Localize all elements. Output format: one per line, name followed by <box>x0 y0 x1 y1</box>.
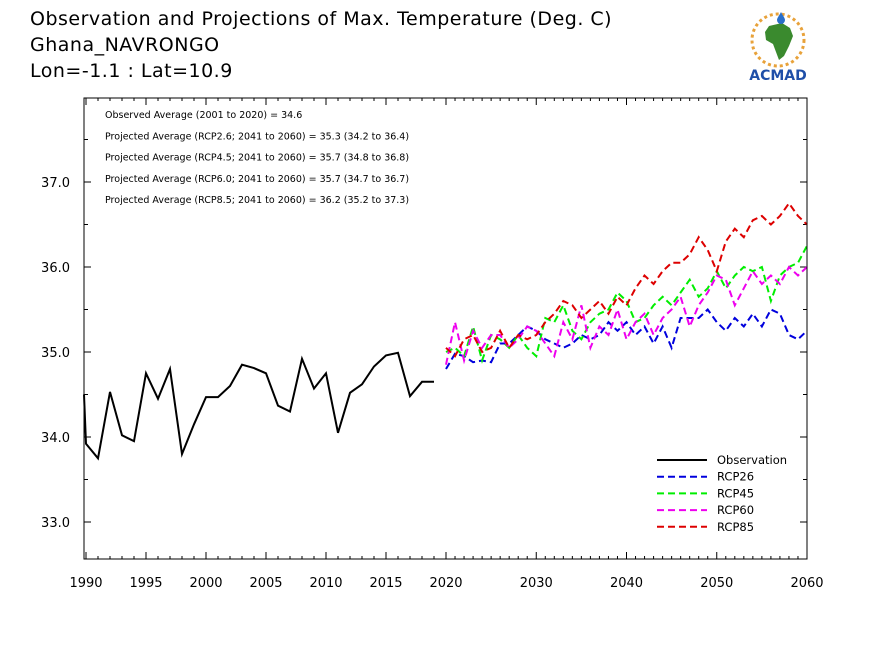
annotation-line: Projected Average (RCP6.0; 2041 to 2060)… <box>105 174 409 185</box>
x-tick-label: 1995 <box>129 576 162 591</box>
legend-label-rcp26: RCP26 <box>717 470 754 484</box>
svg-text:ACMAD: ACMAD <box>749 68 807 83</box>
series-rcp85-line <box>445 201 808 358</box>
acmad-logo: ACMAD <box>749 12 807 83</box>
y-tick-label: 34.0 <box>41 431 70 446</box>
chart-title: Observation and Projections of Max. Temp… <box>30 8 613 30</box>
annotation-box: Observed Average (2001 to 2020) = 34.6 Pr… <box>105 110 409 206</box>
x-tick-label: 2060 <box>790 576 823 591</box>
x-tick-label: 2005 <box>249 576 282 591</box>
x-tick-label: 2050 <box>700 576 733 591</box>
legend: Observation RCP26 RCP45 RCP60 RCP85 <box>657 453 787 534</box>
legend-label-rcp45: RCP45 <box>717 486 754 500</box>
legend-label-observation: Observation <box>717 453 787 467</box>
legend-label-rcp85: RCP85 <box>717 520 754 534</box>
series-rcp60-line <box>445 265 808 365</box>
station-coordinates: Lon=-1.1 : Lat=10.9 <box>30 60 233 82</box>
y-tick-label: 35.0 <box>41 346 70 361</box>
y-tick-label: 33.0 <box>41 516 70 531</box>
x-tick-label: 2010 <box>309 576 342 591</box>
annotation-line: Projected Average (RCP2.6; 2041 to 2060)… <box>105 131 409 142</box>
x-tick-label: 2020 <box>429 576 462 591</box>
x-tick-label: 2015 <box>369 576 402 591</box>
series-observation-line <box>83 351 434 461</box>
x-tick-label: 2030 <box>520 576 553 591</box>
plot-frame <box>83 97 808 560</box>
y-tick-label: 36.0 <box>41 261 70 276</box>
x-tick-label: 2000 <box>189 576 222 591</box>
legend-label-rcp60: RCP60 <box>717 503 754 517</box>
annotation-line: Projected Average (RCP8.5; 2041 to 2060)… <box>105 195 409 206</box>
station-name: Ghana_NAVRONGO <box>30 34 220 56</box>
y-tick-label: 37.0 <box>41 176 70 191</box>
annotation-line: Observed Average (2001 to 2020) = 34.6 <box>105 110 302 121</box>
x-tick-label: 1990 <box>69 576 102 591</box>
annotation-line: Projected Average (RCP4.5; 2041 to 2060)… <box>105 153 409 164</box>
x-tick-label: 2040 <box>610 576 643 591</box>
